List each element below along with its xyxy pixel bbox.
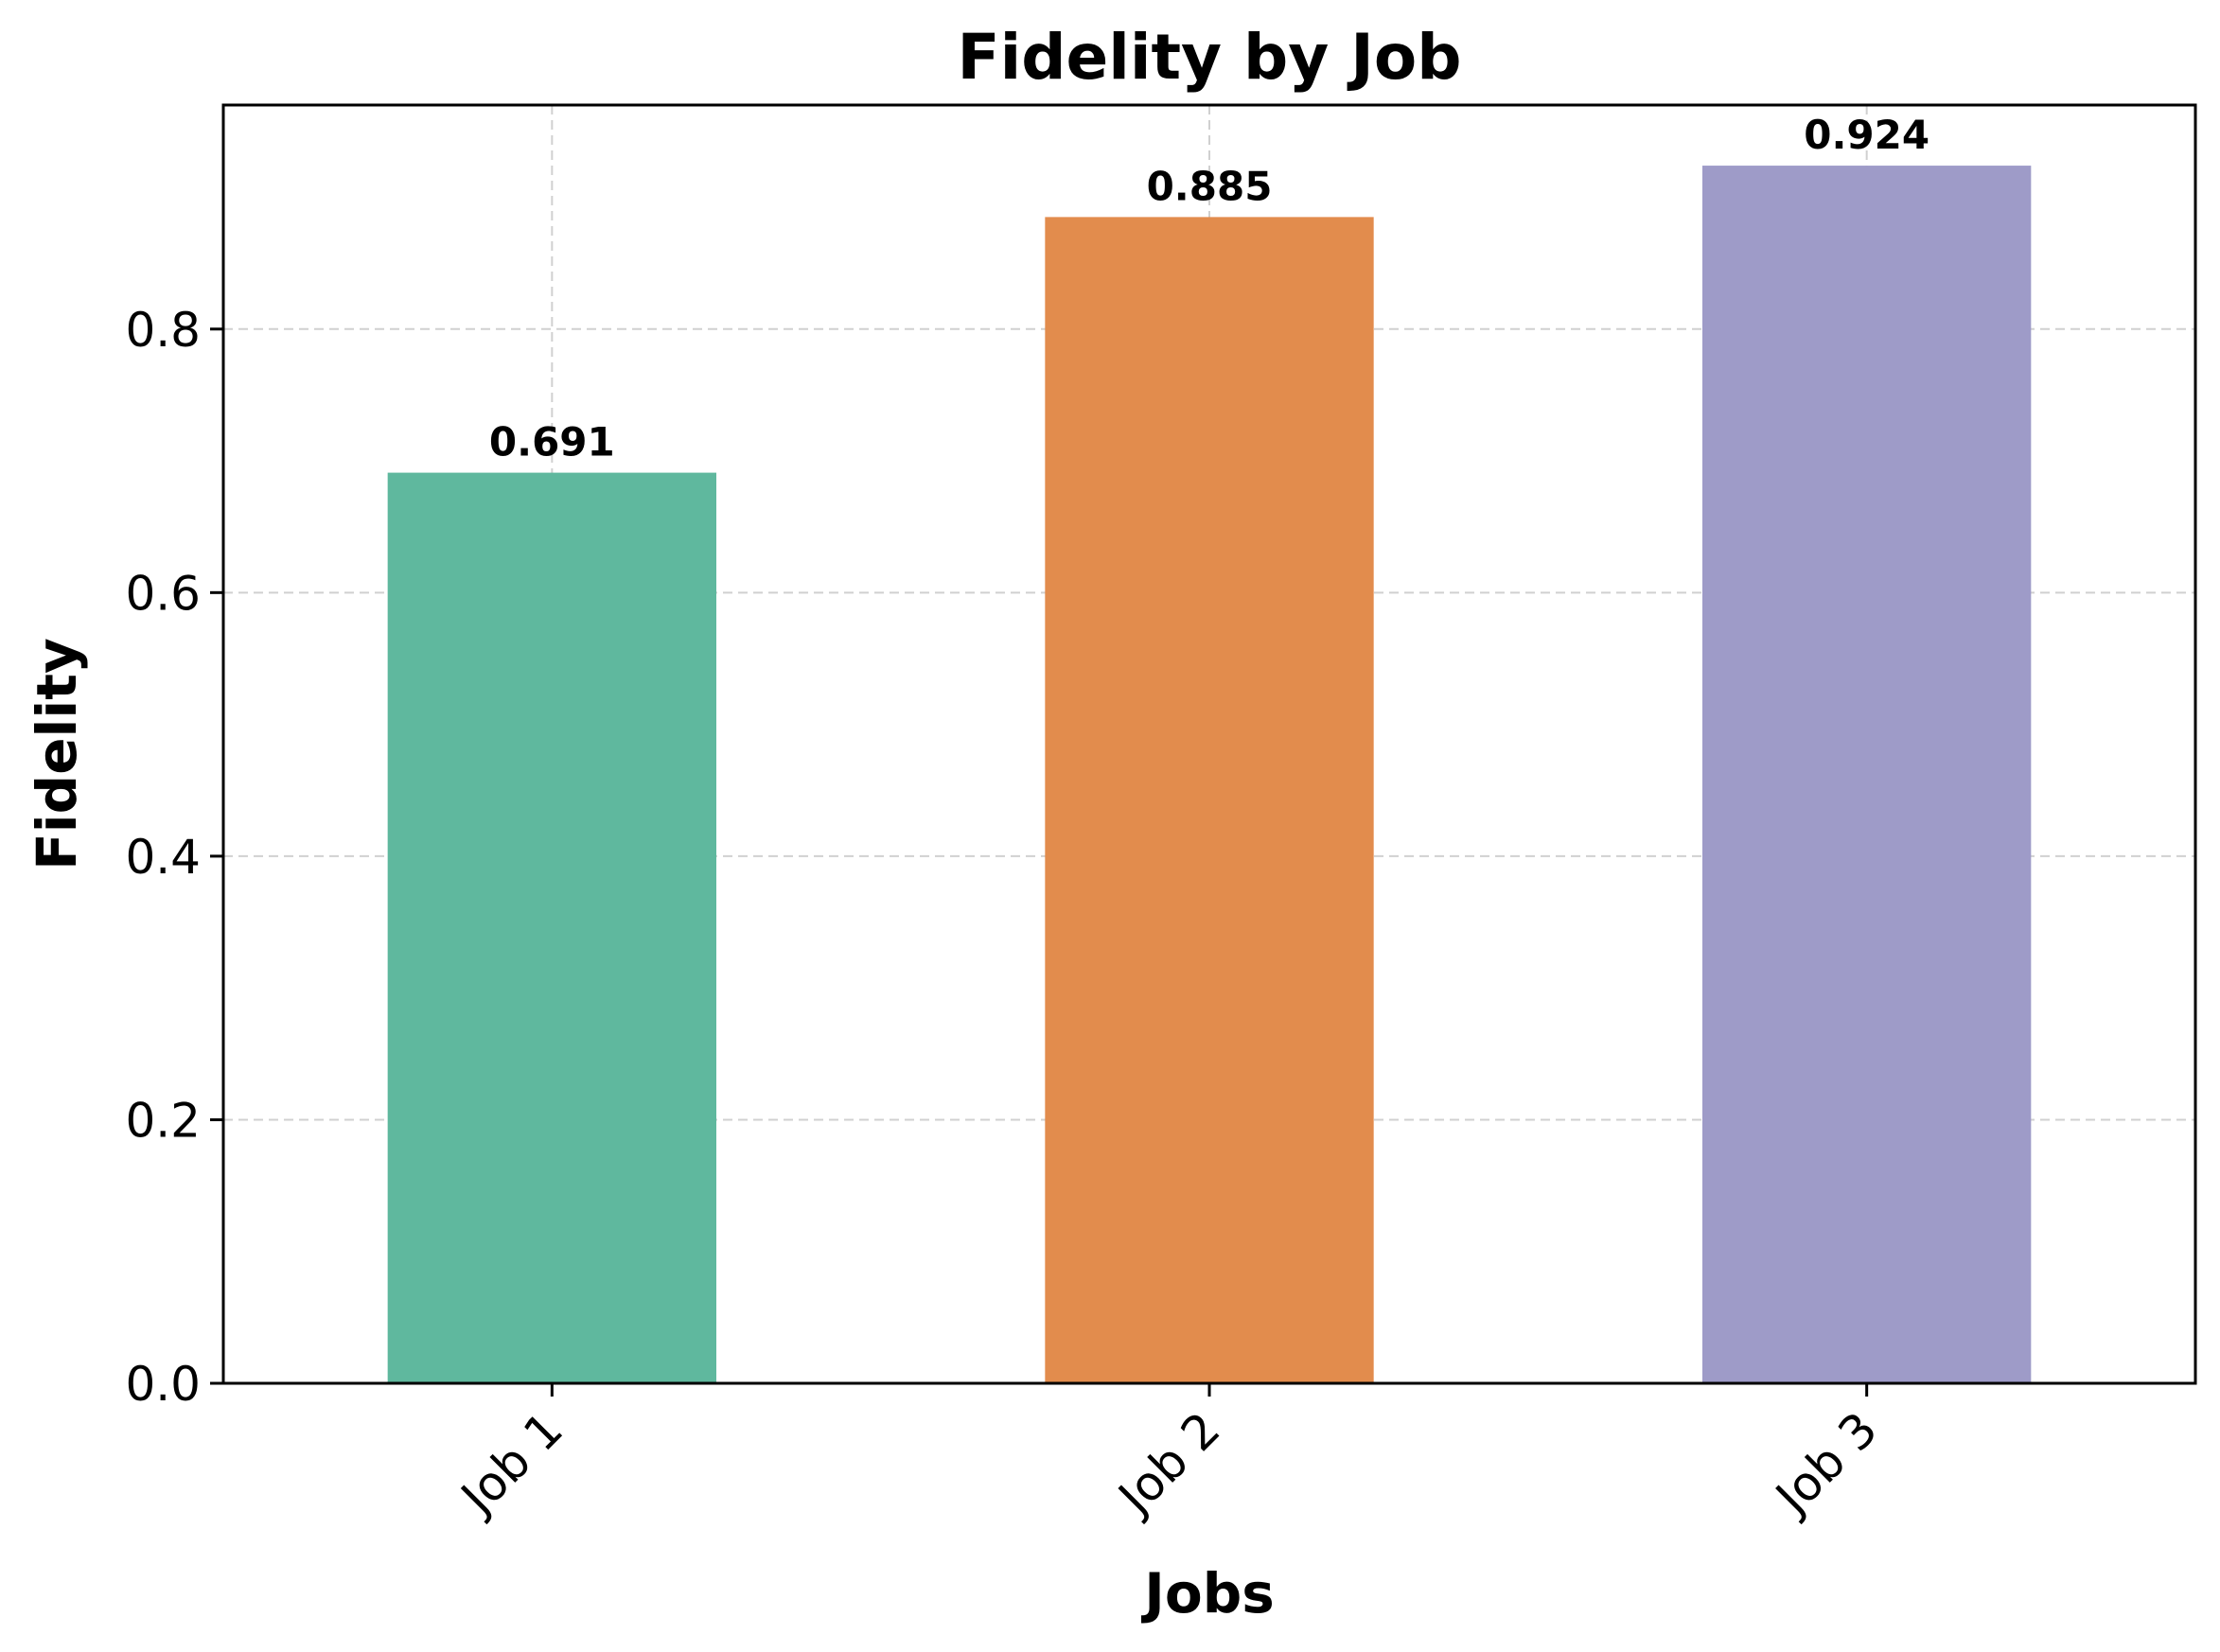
x-tick-label: Job 3 (1764, 1401, 1888, 1525)
chart-title: Fidelity by Job (958, 21, 1462, 94)
x-tick-label: Job 1 (449, 1401, 573, 1525)
bar-2 (1045, 217, 1374, 1383)
data-label: 0.691 (489, 419, 615, 466)
x-axis-ticks: Job 1 Job 2 Job 3 (449, 1383, 1888, 1526)
y-tick-label: 0.2 (125, 1093, 201, 1148)
bar-3 (1702, 166, 2032, 1384)
bar-1 (387, 472, 716, 1383)
x-tick-label: Job 2 (1106, 1401, 1230, 1525)
y-axis-ticks: 0.0 0.2 0.4 0.6 0.8 (125, 303, 223, 1412)
x-axis-label: Jobs (1140, 1561, 1274, 1626)
y-axis-label: Fidelity (25, 638, 89, 870)
data-label: 0.885 (1147, 163, 1273, 209)
y-tick-label: 0.0 (125, 1357, 201, 1412)
y-tick-label: 0.4 (125, 830, 201, 885)
y-tick-label: 0.8 (125, 303, 201, 358)
bars (387, 166, 2032, 1384)
data-label: 0.924 (1804, 112, 1929, 158)
data-labels: 0.691 0.885 0.924 (489, 112, 1929, 466)
y-tick-label: 0.6 (125, 566, 201, 621)
